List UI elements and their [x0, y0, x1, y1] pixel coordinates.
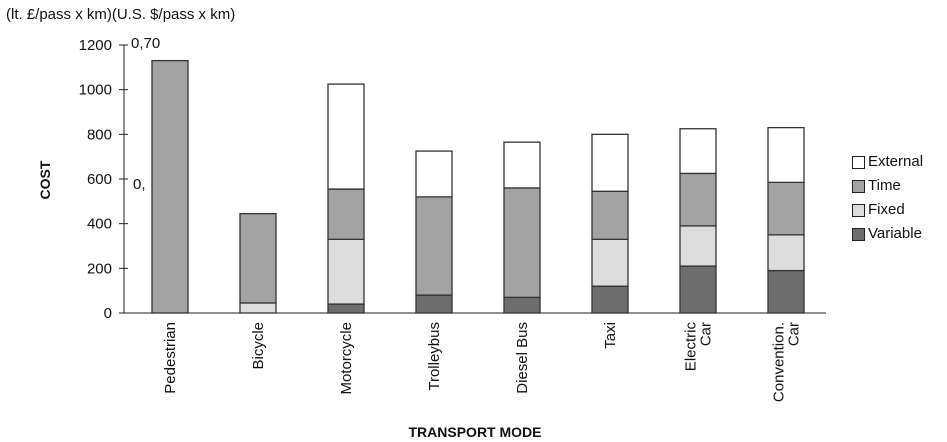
category-label-line: Car [786, 322, 803, 346]
x-axis-title: TRANSPORT MODE [409, 424, 542, 440]
bar-segment-variable [591, 285, 629, 314]
secondary-axis-mid-tick: 0, [133, 176, 146, 193]
category-label-line: Taxi [602, 322, 619, 349]
bar-segment-variable [679, 265, 717, 314]
bar-segment-external [591, 133, 629, 192]
legend-label: External [868, 153, 924, 170]
legend-item-fixed: Fixed [852, 198, 923, 222]
category-label-line: Car [698, 322, 715, 346]
category-label-line: Electric [683, 322, 700, 372]
y-tick-label: 0 [104, 305, 112, 322]
legend-swatch [852, 227, 865, 241]
legend-item-time: Time [852, 174, 923, 198]
category-label: Taxi [602, 322, 619, 349]
y-tick-label: 1000 [79, 82, 112, 99]
legend-label: Variable [868, 225, 922, 242]
bar-segment-external [767, 126, 805, 183]
bar-segment-fixed [767, 234, 805, 272]
bar-segment-time [415, 196, 453, 296]
y-tick-label: 800 [87, 126, 112, 143]
bar-segment-external [327, 83, 365, 190]
legend-swatch [852, 203, 865, 217]
category-label-line: Diesel Bus [514, 322, 531, 394]
legend-label: Fixed [868, 201, 905, 218]
category-label-line: Pedestrian [162, 322, 179, 394]
legend-swatch [852, 155, 865, 169]
bar-segment-time [503, 187, 541, 299]
bar-segment-external [415, 150, 453, 198]
bar-segment-external [503, 141, 541, 189]
bar-segment-fixed [679, 225, 717, 267]
bar-segment-variable [503, 296, 541, 314]
bar-segment-fixed [327, 238, 365, 305]
category-label: Bicycle [250, 322, 267, 370]
bar-segment-time [679, 172, 717, 227]
y-tick-label: 1200 [79, 37, 112, 54]
category-label-line: Trolleybus [426, 322, 443, 391]
category-label: Pedestrian [162, 322, 179, 394]
chart-legend: External Time Fixed Variable [852, 150, 923, 246]
category-label-line: Motorcycle [338, 322, 355, 395]
legend-swatch [852, 179, 865, 193]
category-label: Trolleybus [426, 322, 443, 391]
y-axis-title: COST [37, 160, 53, 199]
y-tick-label: 400 [87, 216, 112, 233]
bar-segment-fixed [591, 238, 629, 287]
legend-label: Time [868, 177, 901, 194]
category-label: Diesel Bus [514, 322, 531, 394]
bar-segment-time [591, 190, 629, 240]
bar-segment-time [151, 59, 189, 314]
y-tick-label: 200 [87, 260, 112, 277]
units-label: (lt. £/pass x km)(U.S. $/pass x km) [6, 6, 236, 23]
bar-segment-time [327, 188, 365, 240]
bar-segment-external [679, 128, 717, 175]
category-label-line: Bicycle [250, 322, 267, 370]
bar-segment-time [239, 212, 277, 304]
bar-segment-variable [767, 269, 805, 314]
y-tick-label: 600 [87, 171, 112, 188]
legend-item-variable: Variable [852, 222, 923, 246]
secondary-axis-top-tick: 0,70 [131, 35, 161, 52]
bar-segment-variable [327, 303, 365, 314]
bar-segment-fixed [239, 302, 277, 314]
category-label: Motorcycle [338, 322, 355, 395]
legend-item-external: External [852, 150, 923, 174]
category-label: Convention.Car [771, 322, 803, 402]
bar-segment-time [767, 181, 805, 236]
bar-segment-variable [415, 294, 453, 314]
category-label-line: Convention. [771, 322, 788, 402]
